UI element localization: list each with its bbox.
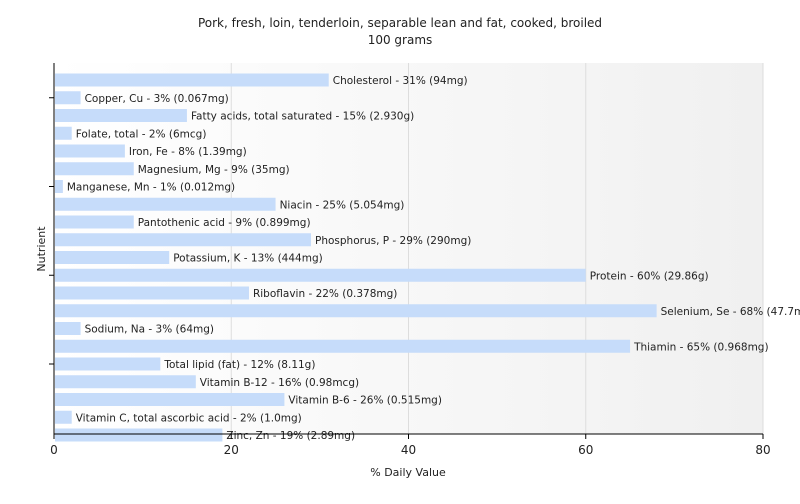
- x-tick-label: 80: [755, 443, 770, 457]
- axes: 0 20 40 60 80: [49, 63, 771, 457]
- bar-label: Sodium, Na - 3% (64mg): [85, 324, 214, 336]
- bar-label: Iron, Fe - 8% (1.39mg): [129, 146, 247, 158]
- bar-label: Copper, Cu - 3% (0.067mg): [85, 93, 229, 105]
- bar-label: Pantothenic acid - 9% (0.899mg): [138, 217, 311, 229]
- bar-label: Fatty acids, total saturated - 15% (2.93…: [191, 111, 414, 123]
- bar-label: Zinc, Zn - 19% (2.89mg): [226, 430, 355, 442]
- bar-label: Niacin - 25% (5.054mg): [280, 199, 405, 211]
- bar-label: Vitamin C, total ascorbic acid - 2% (1.0…: [76, 412, 302, 424]
- bar: [55, 144, 125, 158]
- bar-label: Phosphorus, P - 29% (290mg): [315, 235, 471, 247]
- bars: Cholesterol - 31% (94mg) Copper, Cu - 3% …: [55, 73, 800, 442]
- y-axis-label: Nutrient: [35, 226, 48, 272]
- bar: [55, 393, 285, 406]
- bar: [55, 180, 63, 193]
- bar: [55, 286, 249, 300]
- x-tick-label: 60: [578, 443, 593, 457]
- bar: [55, 251, 170, 264]
- bar-label: Magnesium, Mg - 9% (35mg): [138, 164, 290, 176]
- x-tick-label: 0: [50, 443, 58, 457]
- bar-label: Total lipid (fat) - 12% (8.11g): [163, 359, 315, 371]
- bar-label: Manganese, Mn - 1% (0.012mg): [67, 182, 235, 194]
- chart-title: Pork, fresh, loin, tenderloin, separable…: [198, 16, 602, 30]
- bar: [55, 339, 631, 353]
- chart-subtitle: 100 grams: [368, 33, 433, 47]
- bar: [55, 91, 81, 105]
- bar: [55, 215, 134, 229]
- bar-label: Vitamin B-12 - 16% (0.98mcg): [200, 377, 359, 389]
- bar: [55, 268, 586, 282]
- bar-label: Cholesterol - 31% (94mg): [333, 75, 468, 87]
- bar-label: Vitamin B-6 - 26% (0.515mg): [288, 395, 442, 407]
- grid-lines: [230, 63, 764, 434]
- bar-label: Folate, total - 2% (6mcg): [76, 128, 207, 140]
- x-axis-label: % Daily Value: [370, 466, 446, 479]
- bar-label: Riboflavin - 22% (0.378mg): [253, 288, 397, 300]
- bar-label: Protein - 60% (29.86g): [590, 270, 709, 282]
- bar: [55, 410, 72, 424]
- bar-label: Selenium, Se - 68% (47.7mcg): [661, 306, 800, 318]
- bar: [55, 197, 276, 211]
- x-tick-label: 40: [401, 443, 416, 457]
- bar: [55, 357, 161, 371]
- bar: [55, 428, 223, 442]
- bar: [55, 233, 312, 247]
- bar-label: Potassium, K - 13% (444mg): [173, 253, 323, 265]
- x-tick-label: 20: [224, 443, 239, 457]
- bar: [55, 73, 329, 87]
- bar: [55, 375, 196, 389]
- bar: [55, 162, 134, 176]
- bar-label: Thiamin - 65% (0.968mg): [633, 341, 769, 353]
- bar: [55, 304, 657, 318]
- bar: [55, 322, 81, 335]
- bar: [55, 126, 72, 140]
- bar: [55, 109, 187, 122]
